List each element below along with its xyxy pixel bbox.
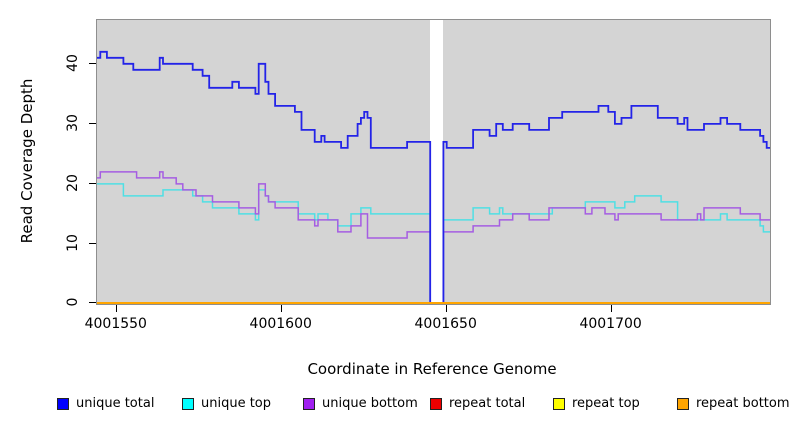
x-tick-label-1: 4001600 — [249, 316, 312, 332]
y-tick-mark-4 — [89, 62, 96, 64]
y-tick-label-1: 10 — [65, 234, 81, 252]
legend-item-unique-top: unique top — [182, 396, 271, 411]
y-tick-label-2: 20 — [65, 174, 81, 192]
unique-top-swatch-icon — [182, 397, 194, 410]
y-tick-mark-0 — [89, 302, 96, 303]
series-lines-svg — [97, 50, 770, 304]
repeat-top-swatch-icon — [553, 397, 565, 410]
y-tick-label-0: 0 — [65, 297, 81, 307]
legend-label-repeat-top: repeat top — [572, 396, 640, 411]
y-tick-mark-2 — [89, 182, 96, 184]
legend-item-unique-bottom: unique bottom — [303, 396, 418, 411]
unique-bottom-swatch-icon — [303, 397, 315, 410]
legend-label-unique-bottom: unique bottom — [322, 396, 418, 411]
legend-item-repeat-top: repeat top — [553, 396, 640, 411]
x-tick-mark-0 — [115, 305, 117, 312]
legend-label-unique-total: unique total — [76, 396, 155, 411]
plot-area — [96, 19, 771, 305]
y-tick-mark-1 — [89, 242, 96, 244]
x-tick-label-0: 4001550 — [84, 316, 147, 332]
y-tick-mark-3 — [89, 122, 96, 124]
x-tick-label-2: 4001650 — [414, 316, 477, 332]
y-tick-label-3: 30 — [65, 113, 81, 132]
x-axis-title: Coordinate in Reference Genome — [307, 360, 557, 378]
legend-label-unique-top: unique top — [201, 396, 272, 411]
unique-total-swatch-icon — [57, 397, 69, 410]
repeat-bottom-swatch-icon — [677, 397, 689, 410]
x-tick-label-3: 4001700 — [579, 316, 642, 332]
legend-item-repeat-total: repeat total — [430, 396, 525, 411]
repeat-total-swatch-icon — [430, 397, 442, 410]
legend-item-unique-total: unique total — [57, 396, 154, 411]
legend-label-repeat-bottom: repeat bottom — [696, 396, 790, 411]
no-data-gap-stripe — [430, 20, 444, 304]
y-tick-label-4: 40 — [65, 53, 81, 72]
x-tick-mark-1 — [280, 305, 282, 312]
x-tick-mark-3 — [610, 305, 612, 312]
x-tick-mark-2 — [445, 305, 447, 312]
legend-item-repeat-bottom: repeat bottom — [677, 396, 790, 411]
y-axis-title: Read Coverage Depth — [18, 78, 36, 244]
legend-label-repeat-total: repeat total — [449, 396, 526, 411]
